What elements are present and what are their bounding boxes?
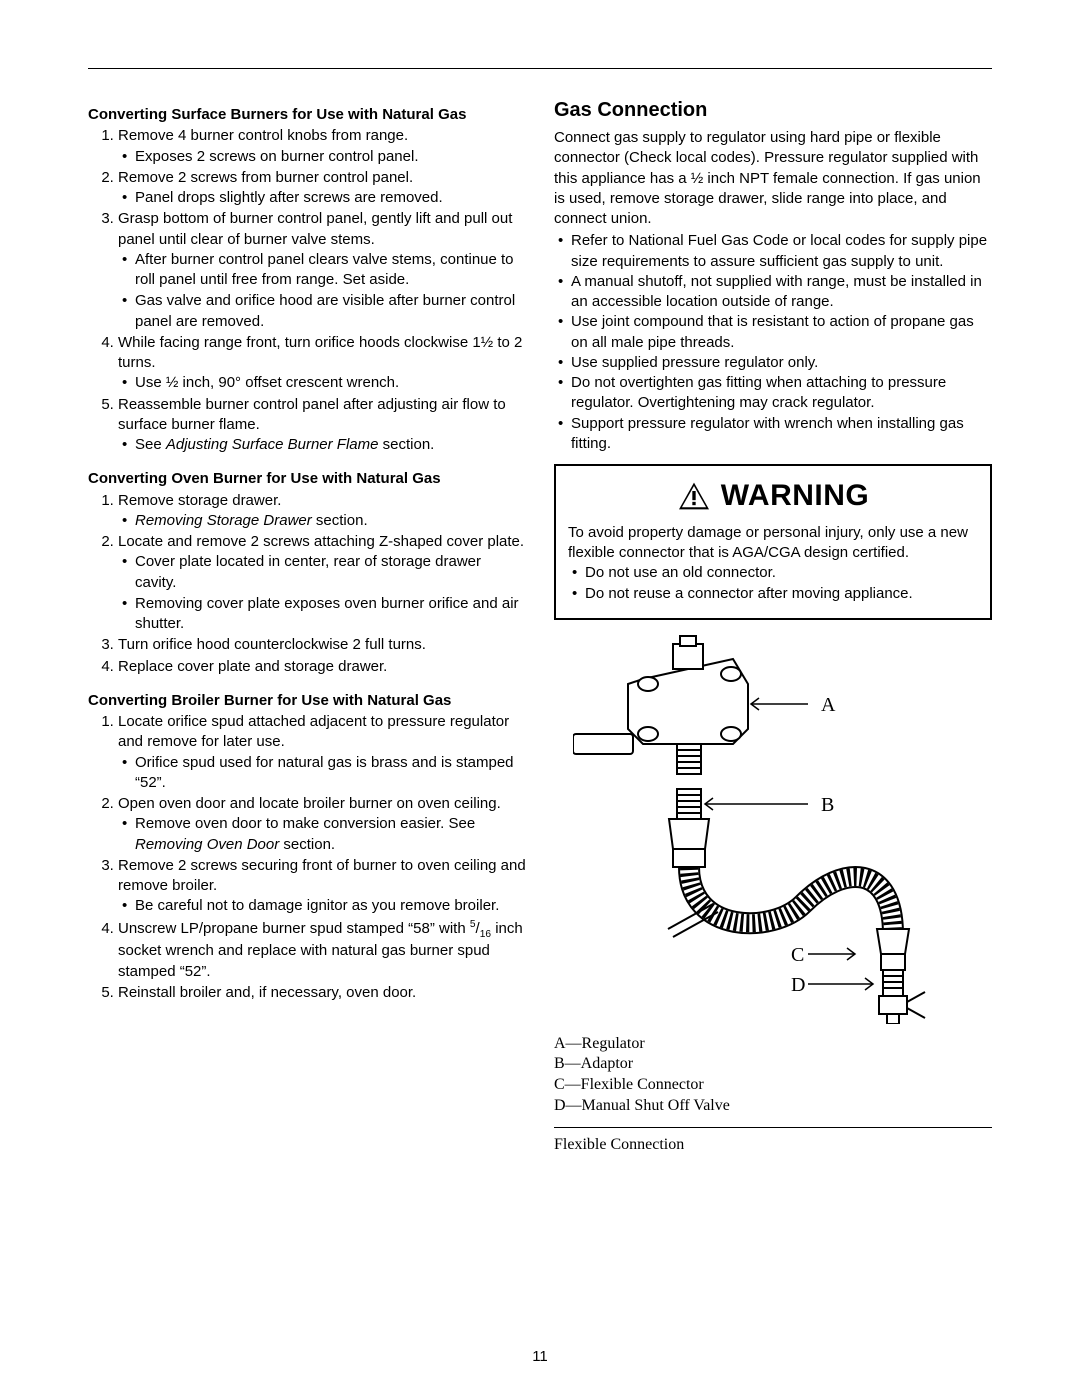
sub-list-item: Panel drops slightly after screws are re… [135,188,526,208]
intro-para: Connect gas supply to regulator using ha… [554,128,992,229]
two-column-layout: Converting Surface Burners for Use with … [88,97,992,1155]
list-item: Open oven door and locate broiler burner… [118,794,526,855]
legend-line: A—Regulator [554,1034,992,1055]
sub-list: Orifice spud used for natural gas is bra… [118,753,526,794]
list-item: Remove storage drawer.Removing Storage D… [118,491,526,532]
sub-list: Use ½ inch, 90° offset crescent wrench. [118,373,526,393]
sub-list: Panel drops slightly after screws are re… [118,188,526,208]
list-broiler: Locate orifice spud attached adjacent to… [88,712,526,1003]
bullet-item: Do not overtighten gas fitting when atta… [571,373,992,414]
diagram-label-a: A [821,694,836,716]
sub-list-item: Removing Storage Drawer section. [135,511,526,531]
warning-text: To avoid property damage or personal inj… [568,523,978,564]
diagram-caption: Flexible Connection [554,1134,992,1156]
list-item: Remove 2 screws securing front of burner… [118,856,526,917]
legend-line: C—Flexible Connector [554,1075,992,1096]
warning-bullet-item: Do not use an old connector. [585,563,978,583]
diagram-label-c: C [791,944,804,966]
bullet-item: Support pressure regulator with wrench w… [571,414,992,455]
heading-surface: Converting Surface Burners for Use with … [88,105,526,125]
list-oven: Remove storage drawer.Removing Storage D… [88,491,526,677]
list-surface: Remove 4 burner control knobs from range… [88,126,526,455]
legend-line: D—Manual Shut Off Valve [554,1096,992,1117]
caption-rule [554,1127,992,1128]
warning-label: WARNING [721,476,870,517]
sub-list: Cover plate located in center, rear of s… [118,552,526,634]
bullet-item: A manual shutoff, not supplied with rang… [571,272,992,313]
sub-list: Exposes 2 screws on burner control panel… [118,147,526,167]
list-item: Locate and remove 2 screws attaching Z-s… [118,532,526,634]
sub-list-item: Exposes 2 screws on burner control panel… [135,147,526,167]
column-left: Converting Surface Burners for Use with … [88,97,526,1155]
list-item: Unscrew LP/propane burner spud stamped “… [118,918,526,982]
list-item: While facing range front, turn orifice h… [118,333,526,394]
list-item: Locate orifice spud attached adjacent to… [118,712,526,793]
diagram-container: A B C D [554,634,992,1024]
bullet-item: Use supplied pressure regulator only. [571,353,992,373]
warning-header: WARNING [568,476,978,517]
sub-list: See Adjusting Surface Burner Flame secti… [118,435,526,455]
sub-list-item: Orifice spud used for natural gas is bra… [135,753,526,794]
bullet-item: Use joint compound that is resistant to … [571,312,992,353]
diagram-legend: A—RegulatorB—AdaptorC—Flexible Connector… [554,1034,992,1117]
sub-list-item: Cover plate located in center, rear of s… [135,552,526,593]
list-item: Remove 2 screws from burner control pane… [118,168,526,209]
rule-top [88,68,992,69]
warning-bullet-item: Do not reuse a connector after moving ap… [585,584,978,604]
sub-list-item: Be careful not to damage ignitor as you … [135,896,526,916]
sub-list-item: Gas valve and orifice hood are visible a… [135,291,526,332]
sub-list-item: See Adjusting Surface Burner Flame secti… [135,435,526,455]
list-item: Grasp bottom of burner control panel, ge… [118,209,526,332]
sub-list-item: Remove oven door to make conversion easi… [135,814,526,855]
sub-list: After burner control panel clears valve … [118,250,526,332]
sub-list-item: Use ½ inch, 90° offset crescent wrench. [135,373,526,393]
warning-box: WARNING To avoid property damage or pers… [554,464,992,620]
sub-list-item: After burner control panel clears valve … [135,250,526,291]
warning-bullets: Do not use an old connector.Do not reuse… [568,563,978,605]
sub-list-item: Removing cover plate exposes oven burner… [135,594,526,635]
sub-list: Removing Storage Drawer section. [118,511,526,531]
flexible-connection-diagram: A B C D [573,634,973,1024]
list-item: Remove 4 burner control knobs from range… [118,126,526,167]
heading-broiler: Converting Broiler Burner for Use with N… [88,691,526,711]
list-item: Replace cover plate and storage drawer. [118,657,526,677]
diagram-label-d: D [791,974,805,996]
column-right: Gas Connection Connect gas supply to reg… [554,97,992,1155]
page-number: 11 [0,1347,1080,1367]
heading-oven: Converting Oven Burner for Use with Natu… [88,469,526,489]
list-item: Reassemble burner control panel after ad… [118,395,526,456]
bullet-item: Refer to National Fuel Gas Code or local… [571,231,992,272]
heading-gas-connection: Gas Connection [554,97,992,124]
diagram-label-b: B [821,794,834,816]
gas-bullets: Refer to National Fuel Gas Code or local… [554,231,992,454]
legend-line: B—Adaptor [554,1054,992,1075]
sub-list: Be careful not to damage ignitor as you … [118,896,526,916]
sub-list: Remove oven door to make conversion easi… [118,814,526,855]
list-item: Reinstall broiler and, if necessary, ove… [118,983,526,1003]
warning-triangle-icon [677,481,711,511]
list-item: Turn orifice hood counterclockwise 2 ful… [118,635,526,655]
